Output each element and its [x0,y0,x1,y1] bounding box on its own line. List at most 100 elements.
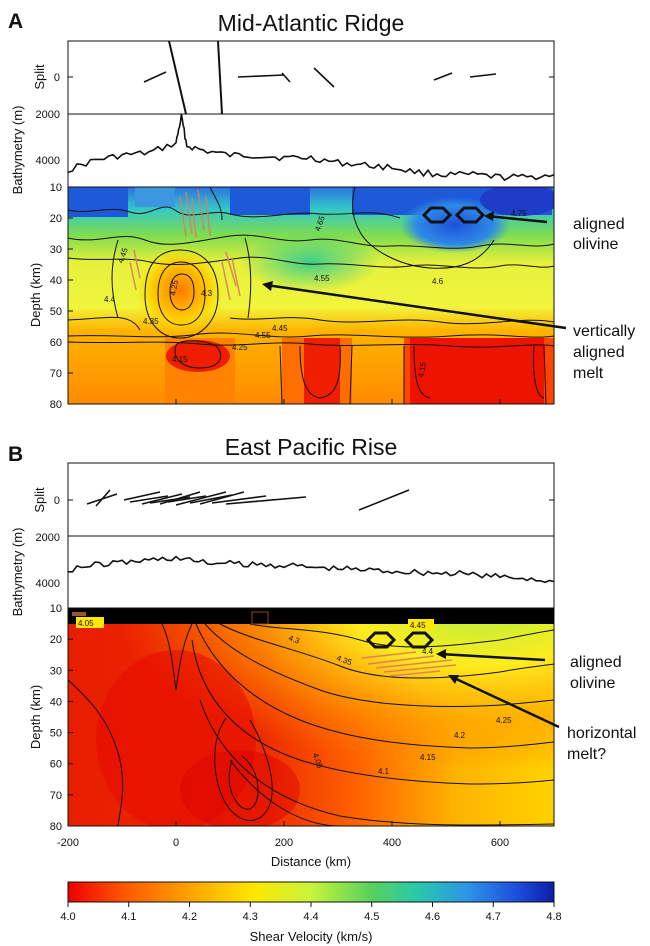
colorbar-scale [67,881,555,903]
depth-ticks: 10 20 30 40 50 60 70 80 [50,603,73,833]
depth-tick-label: 70 [50,790,62,802]
split-tick: 0 [54,495,60,507]
x-axis-label: Distance (km) [271,854,351,869]
x-tick-label: 0 [173,837,179,849]
depth-tick-label: 60 [50,759,62,771]
split-ylabel: Split [32,487,47,513]
x-tick-label: 200 [275,837,293,849]
depth-tick-label: 50 [50,306,62,318]
depth-tick-label: 80 [50,821,62,833]
colorbar-tick-label: 4.6 [425,911,440,923]
depth-tick-label: 10 [50,182,62,194]
svg-text:4.2: 4.2 [454,731,466,740]
svg-text:olivine: olivine [570,675,615,692]
split-subplot: 0 Split [32,462,555,537]
x-tick-label: 600 [491,837,509,849]
bathy-ylabel: Bathymetry (m) [10,528,25,617]
bathymetry-subplot: 2000 4000 Bathymetry (m) [10,528,555,617]
svg-text:4.6: 4.6 [432,277,444,286]
panel-letter: A [8,10,23,33]
contour-labels: 4.75 4.65 4.45 4.55 4.6 4.4 4.35 4.3 4.2… [104,209,527,378]
bathy-ylabel: Bathymetry (m) [10,106,25,195]
split-subplot: 0 Split [32,40,555,115]
split-ylabel: Split [32,64,47,90]
bathymetry-subplot: 2000 4000 Bathymetry (m) [10,106,555,195]
annotation-aligned-olivine: aligned olivine [484,211,625,253]
svg-text:melt?: melt? [567,746,606,763]
split-markers [86,489,410,511]
colorbar: 4.0 4.1 4.2 4.3 4.4 4.5 4.6 4.7 4.8 Shear Veloci… [60,881,562,944]
annotation-vertical-melt: vertically aligned melt [262,281,635,382]
svg-text:aligned: aligned [573,216,625,233]
bathy-tick: 4000 [36,155,60,167]
depth-tick-label: 30 [50,244,62,256]
svg-text:4.25: 4.25 [496,716,512,725]
panel-b: B East Pacific Rise 0 [8,434,636,869]
depth-tick-label: 80 [50,399,62,411]
svg-text:4.15: 4.15 [172,355,188,364]
svg-text:4.15: 4.15 [420,753,436,762]
svg-text:4.15: 4.15 [416,361,428,378]
depth-tick-label: 50 [50,728,62,740]
svg-text:4.4: 4.4 [422,647,434,656]
bathy-tick: 2000 [36,109,60,121]
contour-labels: 4.05 4.45 4.4 4.35 4.3 4.25 4.2 4.15 4.1… [76,617,512,776]
colorbar-tick-label: 4.5 [364,911,379,923]
colorbar-tick-label: 4.7 [486,911,501,923]
svg-text:4.4: 4.4 [104,295,116,304]
depth-tick-label: 20 [50,213,62,225]
svg-text:melt: melt [573,365,604,382]
depth-ticks: 10 20 30 40 50 60 70 80 [50,182,73,411]
depth-tick-label: 20 [50,634,62,646]
svg-text:4.55: 4.55 [314,274,330,283]
depth-tick-label: 70 [50,368,62,380]
split-tick: 0 [54,72,60,84]
colorbar-tick-label: 4.1 [121,911,136,923]
olivine-hexagons [365,631,435,649]
svg-text:4.45: 4.45 [272,324,288,333]
depth-ylabel: Depth (km) [28,685,43,749]
velocity-field: 4.75 4.65 4.45 4.55 4.6 4.4 4.35 4.3 4.2… [28,182,555,411]
svg-text:4.25: 4.25 [168,279,180,296]
svg-text:horizontal: horizontal [567,725,636,742]
colorbar-tick-label: 4.3 [243,911,258,923]
melt-marks [129,189,241,301]
svg-text:aligned: aligned [570,654,622,671]
svg-text:4.3: 4.3 [287,633,301,645]
x-tick-label: -200 [57,837,79,849]
bathymetry-line [67,113,555,182]
panel-title: East Pacific Rise [225,434,398,460]
colorbar-tick-label: 4.2 [182,911,197,923]
depth-tick-label: 60 [50,337,62,349]
svg-text:4.25: 4.25 [232,343,248,352]
depth-tick-label: 40 [50,275,62,287]
colorbar-tick-label: 4.8 [546,911,561,923]
panel-letter: B [8,443,23,466]
svg-text:4.75: 4.75 [511,209,527,218]
svg-text:aligned: aligned [573,344,625,361]
x-axis: -200 0 200 400 600 Distance (km) [57,821,509,869]
panel-a: A Mid-Atlantic Ridge 0 Split 2 [8,10,635,411]
svg-text:vertically: vertically [573,323,635,340]
depth-tick-label: 30 [50,665,62,677]
depth-tick-label: 40 [50,696,62,708]
bathymetry-line [68,555,555,584]
svg-text:4.55: 4.55 [255,331,271,340]
colorbar-tick-label: 4.4 [303,911,318,923]
svg-text:4.45: 4.45 [410,621,426,630]
colorbar-tick-label: 4.0 [60,911,75,923]
depth-tick-label: 10 [50,603,62,615]
annotation-horizontal-melt: horizontal melt? [448,675,636,763]
svg-text:4.3: 4.3 [201,289,213,298]
x-tick-label: 400 [383,837,401,849]
svg-text:4.35: 4.35 [143,317,159,326]
velocity-field: 4.05 4.45 4.4 4.35 4.3 4.25 4.2 4.15 4.1… [28,603,555,833]
svg-text:olivine: olivine [573,236,618,253]
split-markers [143,40,497,115]
olivine-hexagons [421,206,486,224]
annotation-aligned-olivine: aligned olivine [436,649,622,692]
colorbar-label: Shear Velocity (km/s) [250,929,373,944]
panel-title: Mid-Atlantic Ridge [218,10,405,36]
melt-marks [72,611,269,625]
